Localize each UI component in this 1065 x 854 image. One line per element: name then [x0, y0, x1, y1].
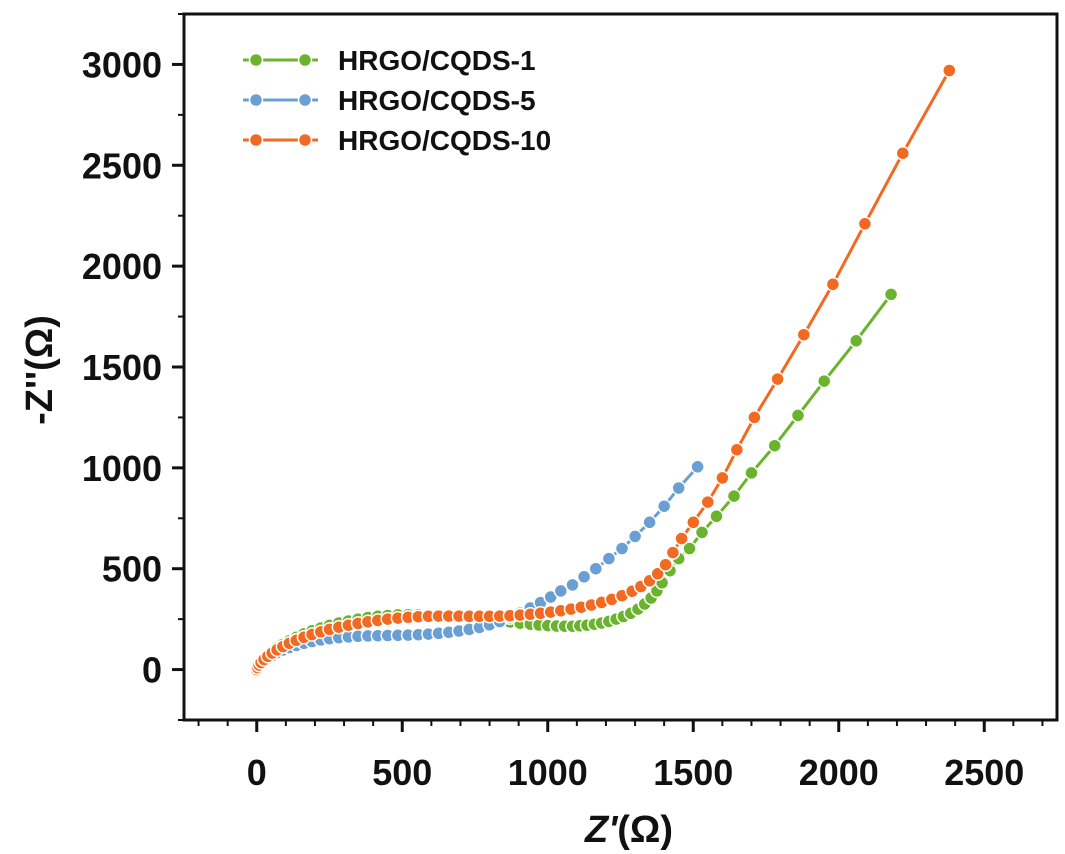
data-point: [848, 333, 864, 349]
data-point: [576, 569, 592, 585]
data-point: [665, 545, 681, 560]
data-point: [729, 442, 745, 457]
data-point: [601, 551, 617, 566]
data-point: [690, 459, 705, 475]
data-point: [553, 583, 569, 599]
data-point: [796, 327, 812, 342]
legend-item: HRGO/CQDS-10: [243, 125, 551, 156]
legend-marker: [248, 132, 264, 148]
x-minor-ticks: [197, 720, 1044, 726]
legend-item: HRGO/CQDS-5: [243, 85, 536, 116]
data-point: [658, 557, 673, 572]
x-axis-title: Z'(Ω): [584, 809, 673, 851]
y-axis-title: -Z''(Ω): [19, 315, 61, 425]
legend-marker: [248, 52, 264, 68]
x-axis-ticks: 0 500 1000 1500 2000 2500: [247, 720, 1024, 793]
y-tick-label: 2000: [82, 246, 162, 287]
data-point: [767, 438, 782, 453]
data-point: [650, 566, 665, 582]
data-point: [682, 541, 697, 556]
series-1: [249, 287, 899, 677]
data-point: [825, 277, 841, 292]
data-point: [726, 488, 742, 504]
legend-marker: [297, 52, 313, 68]
x-tick-label: 2500: [944, 752, 1024, 793]
data-point: [790, 408, 806, 423]
x-tick-label: 0: [247, 752, 267, 793]
data-point: [671, 480, 686, 496]
data-point: [627, 529, 643, 544]
legend-marker: [248, 92, 264, 108]
x-axis-title-symbol: Z': [584, 809, 619, 851]
x-tick-label: 1500: [653, 752, 733, 793]
series-line: [255, 69, 951, 671]
data-point: [700, 494, 716, 510]
y-tick-label: 500: [102, 549, 162, 590]
series-layer: [249, 63, 957, 677]
x-tick-label: 2000: [799, 752, 879, 793]
y-tick-label: 3000: [82, 44, 162, 85]
series-3: [249, 63, 957, 677]
data-point: [588, 561, 604, 576]
data-point: [642, 515, 657, 530]
y-tick-label: 2500: [82, 145, 162, 186]
y-tick-label: 0: [142, 650, 162, 691]
data-point: [709, 509, 724, 524]
data-point: [744, 465, 759, 481]
x-axis-title-unit: (Ω): [617, 809, 673, 851]
data-point: [816, 373, 832, 389]
legend: HRGO/CQDS-1 HRGO/CQDS-5 HRGO/CQDS-10: [243, 45, 551, 156]
data-point: [715, 470, 730, 486]
data-point: [565, 577, 580, 593]
y-tick-label: 1500: [82, 347, 162, 388]
data-point: [686, 515, 701, 530]
data-point: [895, 145, 911, 161]
data-point: [747, 410, 762, 425]
x-tick-label: 1000: [508, 752, 588, 793]
data-point: [942, 63, 957, 78]
data-point: [883, 287, 899, 302]
legend-marker: [297, 132, 313, 148]
data-point: [656, 498, 672, 514]
y-minor-ticks: [178, 13, 184, 721]
legend-label: HRGO/CQDS-5: [338, 85, 536, 116]
data-point: [674, 531, 689, 546]
y-tick-label: 1000: [82, 448, 162, 489]
legend-label: HRGO/CQDS-1: [338, 45, 536, 76]
data-point: [857, 216, 873, 232]
series-2: [249, 459, 705, 677]
legend-label: HRGO/CQDS-10: [338, 125, 551, 156]
data-point: [614, 541, 630, 556]
legend-item: HRGO/CQDS-1: [243, 45, 536, 76]
legend-marker: [297, 92, 313, 108]
x-tick-label: 500: [372, 752, 432, 793]
data-point: [770, 371, 785, 387]
data-point: [694, 525, 710, 540]
y-axis-ticks: 0 500 1000 1500 2000 2500 3000: [82, 44, 184, 691]
